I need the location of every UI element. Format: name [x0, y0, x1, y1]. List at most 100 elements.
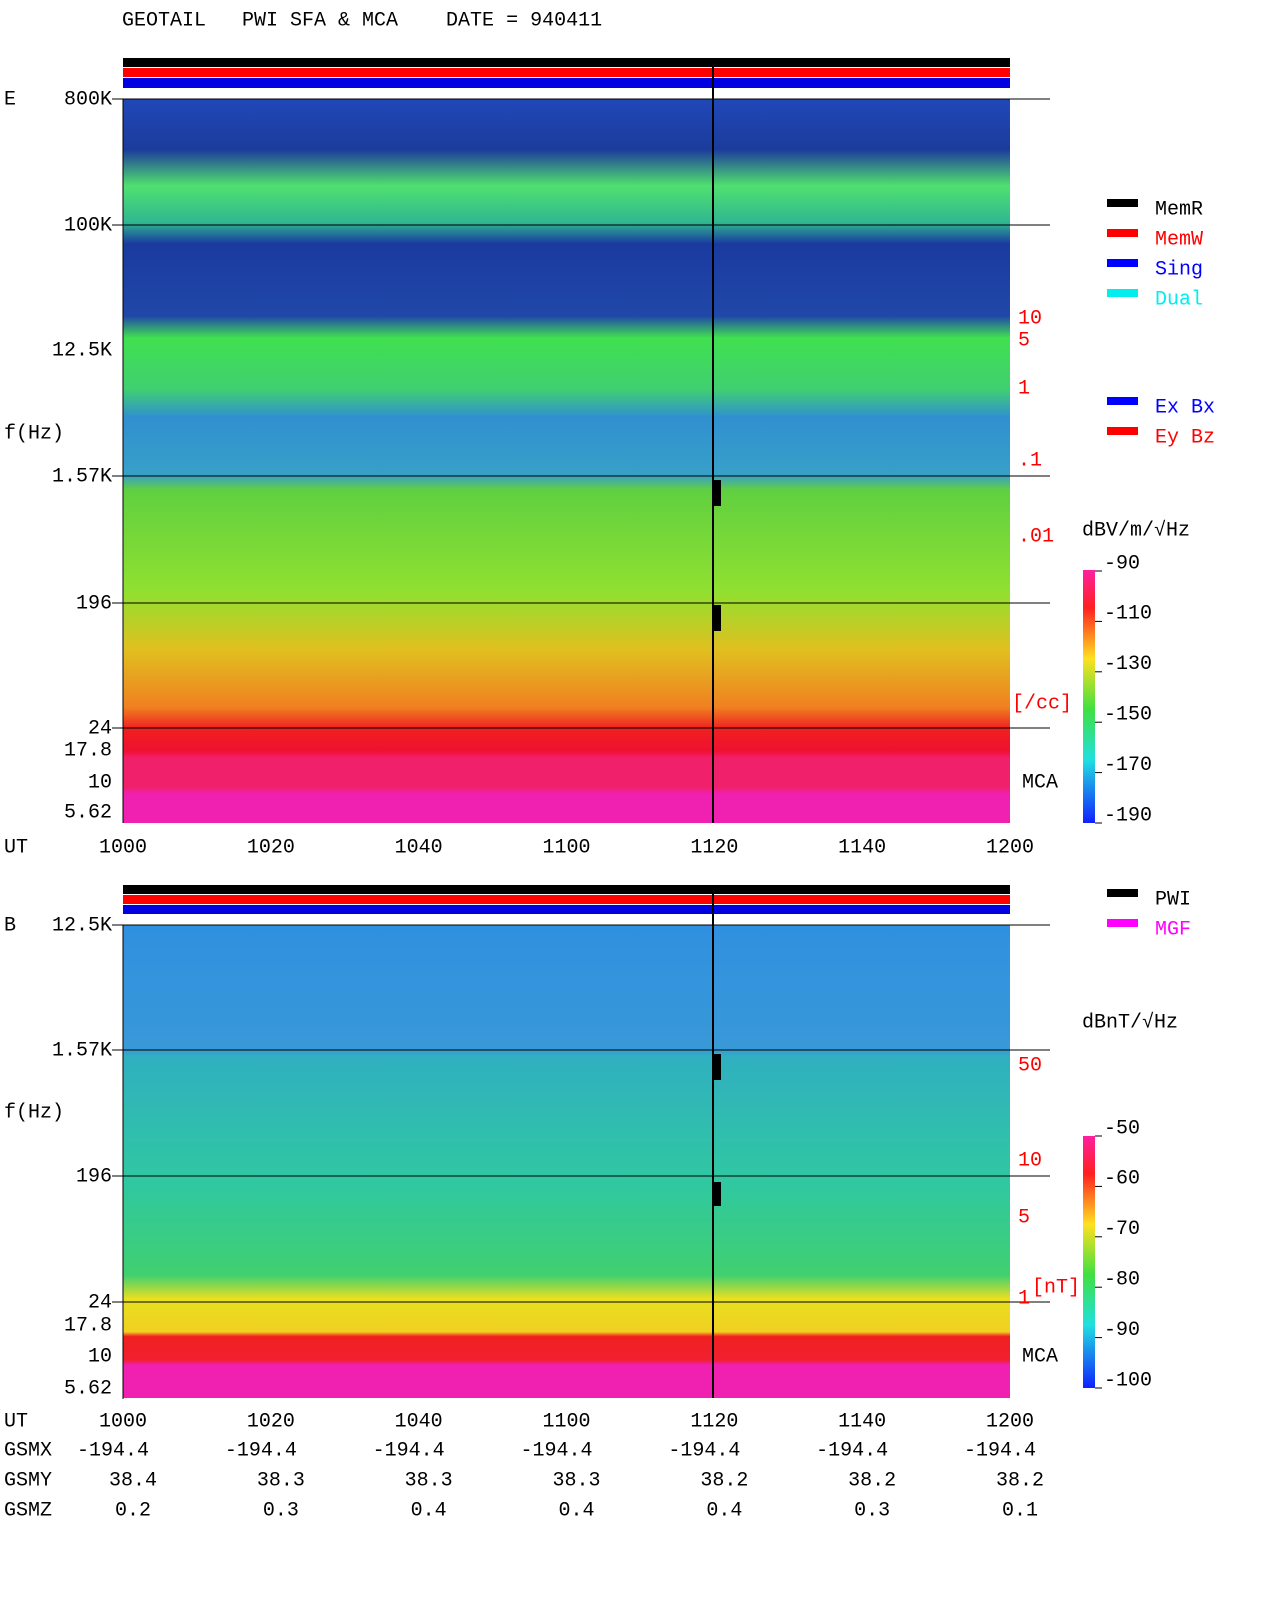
right-scale-label: 5 — [1018, 329, 1030, 352]
position-value: -194.4 — [668, 1439, 740, 1462]
right-scale-unit: [/cc] — [1012, 692, 1072, 715]
y-tick-label: 1.57K — [52, 465, 112, 488]
legend-label: Sing — [1155, 258, 1203, 281]
x-tick-label: 1000 — [99, 1410, 147, 1433]
position-value: 0.4 — [558, 1499, 594, 1522]
y-tick-label: 12.5K — [52, 914, 112, 937]
position-value: 38.3 — [257, 1469, 305, 1492]
x-axis-title: UT — [4, 1410, 28, 1433]
legend-swatch — [1107, 889, 1138, 897]
position-value: 38.2 — [848, 1469, 896, 1492]
position-value: 0.3 — [854, 1499, 890, 1522]
colorbar-tick-label: -170 — [1104, 754, 1152, 777]
position-value: 0.3 — [263, 1499, 299, 1522]
y-tick-label: 1.57K — [52, 1039, 112, 1062]
x-tick-label: 1200 — [986, 1410, 1034, 1433]
y-axis-title: f(Hz) — [4, 1101, 64, 1124]
position-value: 38.2 — [700, 1469, 748, 1492]
colorbar-tick-label: -110 — [1104, 603, 1152, 626]
legend-label: MGF — [1155, 918, 1191, 941]
right-scale-label: 10 — [1018, 307, 1042, 330]
panel-e-graphics — [123, 58, 1095, 823]
legend-swatch — [1107, 199, 1138, 207]
y-tick-label: 196 — [76, 1165, 112, 1188]
x-tick-label: 1020 — [247, 1410, 295, 1433]
colorbar-tick-label: -130 — [1104, 653, 1152, 676]
position-value: -194.4 — [964, 1439, 1036, 1462]
colorbar-tick-label: -70 — [1104, 1218, 1140, 1241]
legend-swatch — [1107, 229, 1138, 237]
y-tick-label: 5.62 — [64, 1377, 112, 1400]
mca-label: MCA — [1022, 1345, 1058, 1368]
x-tick-label: 1040 — [395, 1410, 443, 1433]
position-name: GSMZ — [4, 1499, 52, 1522]
colorbar-unit: dBV/m/√Hz — [1082, 518, 1190, 542]
position-value: 0.4 — [411, 1499, 447, 1522]
legend-label: Ey Bz — [1155, 426, 1215, 449]
y-tick-label: 24 — [88, 717, 112, 740]
colorbar-tick-label: -190 — [1104, 804, 1152, 827]
x-tick-label: 1200 — [986, 836, 1034, 859]
right-scale-label: 5 — [1018, 1206, 1030, 1229]
legend-swatch — [1107, 259, 1138, 267]
legend-label: Ex Bx — [1155, 396, 1215, 419]
position-value: -194.4 — [77, 1439, 149, 1462]
position-value: -194.4 — [225, 1439, 297, 1462]
position-value: -194.4 — [373, 1439, 445, 1462]
y-tick-label: 17.8 — [64, 739, 112, 762]
position-value: 38.3 — [405, 1469, 453, 1492]
x-tick-label: 1020 — [247, 836, 295, 859]
colorbar — [1083, 1136, 1095, 1388]
colorbar-tick-label: -100 — [1104, 1369, 1152, 1392]
position-value: -194.4 — [816, 1439, 888, 1462]
x-axis-title: UT — [4, 836, 28, 859]
legend-label: PWI — [1155, 888, 1191, 911]
right-scale-label: 10 — [1018, 1149, 1042, 1172]
x-tick-label: 1140 — [838, 836, 886, 859]
colorbar-tick-label: -60 — [1104, 1168, 1140, 1191]
legend-swatch — [1107, 397, 1138, 405]
position-value: 0.1 — [1002, 1499, 1038, 1522]
x-tick-label: 1000 — [99, 836, 147, 859]
colorbar-tick-label: -80 — [1104, 1268, 1140, 1291]
y-tick-label: 100K — [64, 214, 112, 237]
right-scale-unit: [nT] — [1032, 1276, 1080, 1299]
position-name: GSMY — [4, 1469, 52, 1492]
colorbar-tick-label: -50 — [1104, 1117, 1140, 1140]
legend-label: MemR — [1155, 198, 1203, 221]
legend-swatch — [1107, 919, 1138, 927]
legend-swatch — [1107, 289, 1138, 297]
position-value: 0.4 — [706, 1499, 742, 1522]
right-scale-label: 50 — [1018, 1054, 1042, 1077]
right-scale-label: .1 — [1018, 449, 1042, 472]
position-value: 38.2 — [996, 1469, 1044, 1492]
x-tick-label: 1120 — [690, 836, 738, 859]
position-value: -194.4 — [520, 1439, 592, 1462]
x-tick-label: 1120 — [690, 1410, 738, 1433]
y-tick-label: 10 — [88, 1345, 112, 1368]
legend-label: Dual — [1155, 288, 1203, 311]
title: GEOTAIL PWI SFA & MCA DATE = 940411 — [122, 9, 602, 32]
x-tick-label: 1100 — [542, 1410, 590, 1433]
x-tick-label: 1140 — [838, 1410, 886, 1433]
position-value: 0.2 — [115, 1499, 151, 1522]
y-tick-label: 5.62 — [64, 801, 112, 824]
y-tick-label: 17.8 — [64, 1314, 112, 1337]
colorbar-unit: dBnT/√Hz — [1082, 1010, 1178, 1034]
colorbar — [1083, 570, 1095, 823]
y-tick-label: 10 — [88, 771, 112, 794]
legend-swatch — [1107, 427, 1138, 435]
colorbar-tick-label: -150 — [1104, 703, 1152, 726]
y-axis-title: f(Hz) — [4, 422, 64, 445]
colorbar-tick-label: -90 — [1104, 552, 1140, 575]
mca-label: MCA — [1022, 771, 1058, 794]
right-scale-label: 1 — [1018, 377, 1030, 400]
panel-label: B — [4, 914, 16, 937]
y-tick-label: 12.5K — [52, 339, 112, 362]
position-name: GSMX — [4, 1439, 52, 1462]
panel-label: E — [4, 88, 16, 111]
legend-label: MemW — [1155, 228, 1203, 251]
colorbar-tick-label: -90 — [1104, 1319, 1140, 1342]
y-tick-label: 800K — [64, 88, 112, 111]
